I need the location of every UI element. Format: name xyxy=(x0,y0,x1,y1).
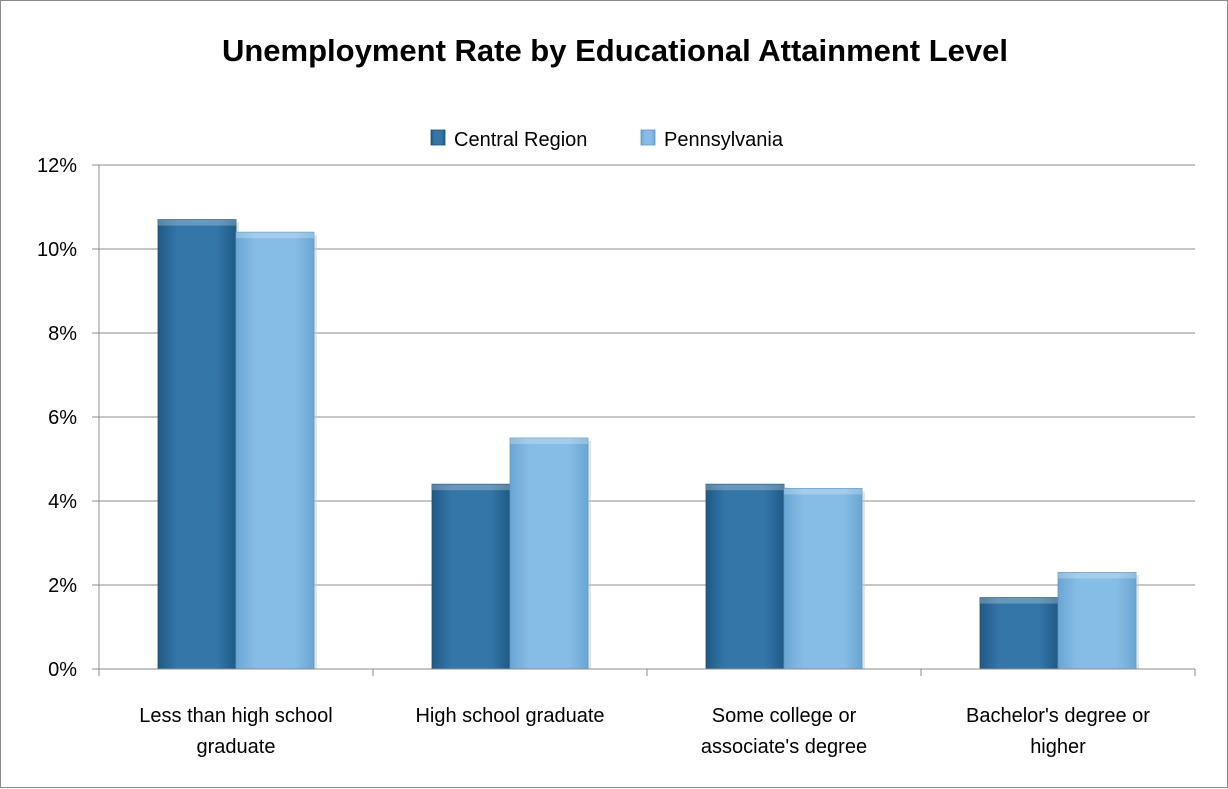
x-category-label: Some college or associate's degree xyxy=(701,705,867,758)
bar xyxy=(157,219,237,670)
bar-bevel xyxy=(236,232,314,239)
legend-swatch xyxy=(430,129,446,146)
bar-central-region xyxy=(157,219,239,670)
y-tick-label: 2% xyxy=(48,575,77,597)
bar xyxy=(509,437,589,670)
bar-bevel xyxy=(706,484,784,491)
x-category-label: Bachelor's degree or higher xyxy=(966,705,1150,758)
x-axis: Less than high school graduate High school… xyxy=(98,668,1196,758)
x-category-label-line: Some college or xyxy=(712,705,857,727)
bar-bevel xyxy=(784,488,862,495)
y-tick-label: 0% xyxy=(48,659,77,681)
y-tick-label: 12% xyxy=(37,155,77,177)
bar-central-region xyxy=(705,483,787,670)
y-tick-label: 4% xyxy=(48,491,77,513)
y-axis: 0% 2% 4% 6% 8% 10% 12% xyxy=(37,155,100,681)
legend-label: Pennsylvania xyxy=(664,129,784,151)
legend-swatch xyxy=(640,129,656,146)
bar-central-region xyxy=(979,597,1061,670)
x-category-label: High school graduate xyxy=(415,705,604,727)
y-tick-label: 6% xyxy=(48,407,77,429)
x-category-label-line: Less than high school xyxy=(139,705,332,727)
bar-pennsylvania xyxy=(783,487,865,670)
bars xyxy=(157,219,1139,670)
x-category-label-line: Bachelor's degree or xyxy=(966,705,1150,727)
bar-central-region xyxy=(431,483,513,670)
x-category-label-line: associate's degree xyxy=(701,736,867,758)
bar-pennsylvania xyxy=(1057,572,1139,670)
bar xyxy=(431,483,511,670)
y-tick-label: 8% xyxy=(48,323,77,345)
bar-pennsylvania xyxy=(235,231,317,670)
bar-bevel xyxy=(1058,572,1136,579)
legend: Central Region Pennsylvania xyxy=(430,129,784,151)
bar xyxy=(235,231,315,670)
bar-bevel xyxy=(510,438,588,444)
bar-bevel xyxy=(158,219,236,226)
x-category-label-line: graduate xyxy=(197,736,276,758)
x-category-label: Less than high school graduate xyxy=(139,705,332,758)
bar xyxy=(979,597,1059,670)
bar-pennsylvania xyxy=(509,437,591,670)
chart-title: Unemployment Rate by Educational Attainm… xyxy=(222,33,1008,68)
y-tick-label: 10% xyxy=(37,239,77,261)
legend-item: Pennsylvania xyxy=(640,129,784,151)
legend-item: Central Region xyxy=(430,129,587,151)
bar xyxy=(1057,572,1137,670)
bar xyxy=(705,483,785,670)
bar-bevel xyxy=(432,484,510,491)
legend-label: Central Region xyxy=(454,129,587,151)
bar xyxy=(783,487,863,670)
x-category-label-line: High school graduate xyxy=(415,705,604,727)
x-category-label-line: higher xyxy=(1030,736,1086,758)
bar-bevel xyxy=(980,597,1058,604)
